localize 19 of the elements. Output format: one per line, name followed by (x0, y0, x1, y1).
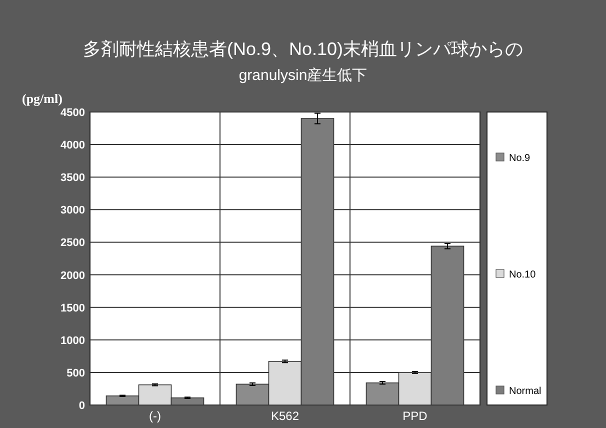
chart-subtitle: granulysin産生低下 (238, 67, 368, 84)
y-tick-label: 4000 (60, 140, 85, 152)
y-tick-label: 1500 (60, 302, 85, 314)
y-tick-label: 2000 (60, 270, 85, 282)
chart-title: 多剤耐性結核患者(No.9、No.10)末梢血リンパ球からの (82, 39, 524, 59)
y-tick-label: 3000 (60, 204, 85, 217)
legend-label: Normal (509, 386, 542, 397)
y-tick-label: 2500 (60, 237, 85, 250)
x-tick-label: K562 (270, 409, 300, 423)
x-tick-label: PPD (402, 409, 428, 423)
y-tick-label: 3500 (60, 172, 85, 184)
y-tick-label: 4500 (60, 107, 85, 119)
y-axis-title: (pg/ml) (22, 91, 62, 106)
y-tick-label: 0 (78, 400, 85, 412)
y-tick-label: 500 (66, 367, 85, 380)
legend-label: No.9 (509, 153, 531, 164)
legend-label: No.10 (509, 270, 536, 280)
x-tick-label: (-) (149, 409, 161, 423)
y-tick-label: 1000 (60, 334, 85, 347)
